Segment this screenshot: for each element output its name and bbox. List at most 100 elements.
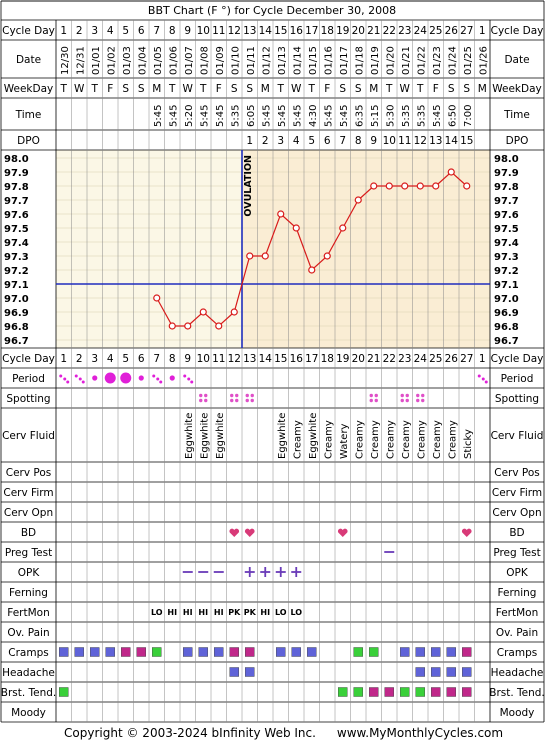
cycle-day-number: 1: [60, 353, 67, 365]
headache-marker: [462, 667, 472, 677]
row-label-right-cerv_opn: Cerv Opn: [492, 507, 541, 519]
date-label: 01/20: [385, 46, 396, 75]
date-label: 01/05: [153, 46, 164, 75]
row-label-cycle_day: Cycle Day: [2, 25, 55, 37]
temperature-point: [184, 322, 192, 330]
cycle-day-number: 21: [367, 353, 380, 365]
spotting-marker: [400, 398, 404, 403]
brst_tend-marker: [431, 687, 441, 697]
row-label-right-cramps: Cramps: [497, 647, 537, 659]
cycle-day-number: 15: [274, 25, 287, 37]
date-label: 01/26: [478, 46, 489, 75]
row-label-opk: OPK: [18, 567, 41, 579]
cramps-marker: [400, 647, 410, 657]
cycle-day-number: 25: [429, 25, 442, 37]
cycle-day-number: 7: [153, 353, 160, 365]
cycle-day-number: 4: [107, 25, 114, 37]
cycle-day-number: 14: [259, 25, 273, 37]
cycle-day-number: 1: [479, 25, 486, 37]
y-tick-label-right: 96.9: [494, 308, 519, 319]
cycle-day-number: 16: [290, 25, 304, 37]
date-label: 01/08: [199, 46, 210, 75]
temperature-point: [354, 196, 362, 204]
time-label: 5:35: [401, 105, 412, 127]
temperature-point: [401, 182, 409, 190]
temperature-point: [246, 252, 254, 260]
cervical-fluid-label: Eggwhite: [184, 413, 195, 459]
cervical-fluid-label: Creamy: [447, 420, 458, 459]
dpo-number: 9: [370, 135, 377, 147]
cramps-marker: [59, 647, 69, 657]
period-marker: [481, 377, 485, 381]
spotting-marker: [235, 393, 239, 398]
y-tick-label-right: 97.7: [494, 196, 519, 207]
weekday-label: S: [355, 83, 362, 95]
cervical-fluid-label: Creamy: [370, 420, 381, 459]
y-tick-label-right: 97.8: [494, 182, 519, 193]
cramps-marker: [90, 647, 100, 657]
row-label-period: Period: [12, 373, 45, 385]
cramps-marker: [462, 647, 472, 657]
weekday-label: W: [74, 83, 85, 95]
heart-icon: [337, 528, 348, 537]
temperature-point: [168, 322, 176, 330]
cycle-day-number: 8: [169, 25, 176, 37]
cycle-day-number: 22: [383, 25, 396, 37]
row-label-right-cerv_pos: Cerv Pos: [494, 467, 540, 479]
y-tick-label: 97.9: [4, 168, 29, 179]
period-marker: [120, 372, 132, 384]
date-label: 01/09: [215, 46, 226, 75]
spotting-marker: [245, 393, 249, 398]
cervical-fluid-label: Eggwhite: [308, 413, 319, 459]
cycle-day-number: 6: [138, 25, 145, 37]
y-tick-label: 97.8: [4, 182, 29, 193]
temperature-point: [370, 182, 378, 190]
cycle-day-number: 12: [228, 25, 241, 37]
dpo-number: 13: [429, 135, 442, 147]
y-tick-label-right: 97.5: [494, 224, 519, 235]
dpo-number: 2: [262, 135, 269, 147]
row-label-right-cycle_day: Cycle Day: [491, 353, 544, 365]
row-label-right-headache: Headache: [491, 667, 544, 679]
y-tick-label-right: 97.6: [494, 210, 519, 221]
cycle-day-number: 16: [290, 353, 304, 365]
time-label: 6:05: [246, 105, 257, 127]
row-label-right-cycle_day: Cycle Day: [491, 25, 544, 37]
headache-marker: [415, 667, 425, 677]
cramps-marker: [431, 647, 441, 657]
date-label: 01/10: [230, 46, 241, 75]
cycle-day-number: 3: [91, 353, 98, 365]
brst_tend-marker: [415, 687, 425, 697]
time-label: 5:45: [199, 105, 210, 127]
cramps-marker: [307, 647, 317, 657]
dpo-number: 6: [324, 135, 331, 147]
y-tick-label-right: 98.0: [494, 154, 519, 165]
cycle-day-number: 10: [197, 353, 210, 365]
cycle-day-number: 25: [429, 353, 442, 365]
spotting-marker: [421, 398, 425, 403]
weekday-label: M: [369, 83, 378, 95]
spotting-marker: [400, 393, 404, 398]
date-label: 01/21: [401, 46, 412, 75]
y-tick-label-right: 97.2: [494, 266, 519, 277]
spotting-marker: [405, 398, 409, 403]
cramps-marker: [291, 647, 301, 657]
chart-title: BBT Chart (F °) for Cycle December 30, 2…: [148, 4, 396, 17]
cramps-marker: [105, 647, 115, 657]
time-label: 5:30: [385, 105, 396, 127]
dpo-number: 5: [308, 135, 315, 147]
cycle-day-number: 24: [414, 353, 428, 365]
cycle-day-number: 20: [352, 353, 365, 365]
cycle-day-number: 18: [321, 353, 334, 365]
cervical-fluid-label: Creamy: [416, 420, 427, 459]
footer-site-link[interactable]: www.MyMonthlyCycles.com: [337, 726, 503, 740]
time-label: 6:50: [447, 105, 458, 127]
cycle-day-number: 15: [274, 353, 287, 365]
y-tick-label: 97.6: [4, 210, 29, 221]
date-label: 01/16: [323, 46, 334, 75]
weekday-label: M: [152, 83, 161, 95]
dpo-number: 14: [445, 135, 459, 147]
date-label: 01/24: [447, 46, 458, 75]
period-marker: [152, 374, 156, 378]
temperature-point: [416, 182, 424, 190]
